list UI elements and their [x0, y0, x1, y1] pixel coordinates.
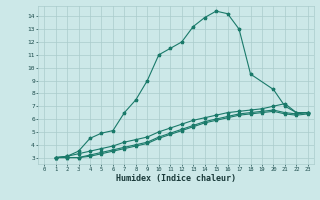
X-axis label: Humidex (Indice chaleur): Humidex (Indice chaleur) [116, 174, 236, 183]
